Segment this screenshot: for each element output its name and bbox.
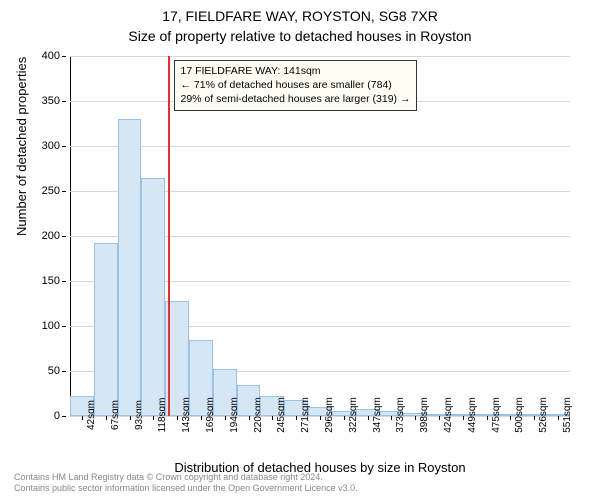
property-marker-line (168, 56, 170, 416)
x-tick (201, 416, 202, 420)
annotation-box: 17 FIELDFARE WAY: 141sqm← 71% of detache… (174, 60, 418, 111)
footer-line-1: Contains HM Land Registry data © Crown c… (14, 472, 358, 484)
x-tick (249, 416, 250, 420)
y-tick-label: 50 (26, 365, 60, 377)
y-tick (62, 281, 66, 282)
annotation-line-2: ← 71% of detached houses are smaller (78… (181, 78, 411, 92)
y-tick (62, 371, 66, 372)
footer-line-2: Contains public sector information licen… (14, 483, 358, 495)
y-tick-label: 100 (26, 320, 60, 332)
y-tick (62, 146, 66, 147)
gridline (70, 56, 570, 57)
x-tick (415, 416, 416, 420)
chart-title-sub: Size of property relative to detached ho… (0, 28, 600, 44)
x-tick (153, 416, 154, 420)
y-tick-label: 400 (26, 50, 60, 62)
footer-attribution: Contains HM Land Registry data © Crown c… (14, 472, 358, 495)
x-tick (296, 416, 297, 420)
x-tick-label: 551sqm (562, 397, 573, 433)
y-tick (62, 191, 66, 192)
y-tick-label: 250 (26, 185, 60, 197)
x-tick (487, 416, 488, 420)
chart-title-main: 17, FIELDFARE WAY, ROYSTON, SG8 7XR (0, 8, 600, 24)
gridline (70, 146, 570, 147)
x-tick (82, 416, 83, 420)
annotation-line-3: 29% of semi-detached houses are larger (… (181, 92, 411, 106)
x-tick (177, 416, 178, 420)
y-tick-label: 0 (26, 410, 60, 422)
x-tick (106, 416, 107, 420)
x-tick (439, 416, 440, 420)
x-tick (391, 416, 392, 420)
x-tick (368, 416, 369, 420)
x-tick (463, 416, 464, 420)
x-tick (272, 416, 273, 420)
x-tick (534, 416, 535, 420)
x-tick (320, 416, 321, 420)
histogram-bar (94, 243, 118, 416)
y-tick-label: 300 (26, 140, 60, 152)
y-tick (62, 236, 66, 237)
y-tick (62, 416, 66, 417)
x-tick (558, 416, 559, 420)
x-tick (130, 416, 131, 420)
y-tick-label: 200 (26, 230, 60, 242)
y-tick (62, 326, 66, 327)
histogram-plot: 05010015020025030035040042sqm67sqm93sqm1… (70, 56, 570, 416)
x-tick (225, 416, 226, 420)
y-tick (62, 101, 66, 102)
y-tick-label: 150 (26, 275, 60, 287)
x-tick (344, 416, 345, 420)
histogram-bar (118, 119, 142, 416)
annotation-line-1: 17 FIELDFARE WAY: 141sqm (181, 64, 411, 78)
y-tick (62, 56, 66, 57)
y-tick-label: 350 (26, 95, 60, 107)
histogram-bar (141, 178, 165, 417)
x-tick (510, 416, 511, 420)
